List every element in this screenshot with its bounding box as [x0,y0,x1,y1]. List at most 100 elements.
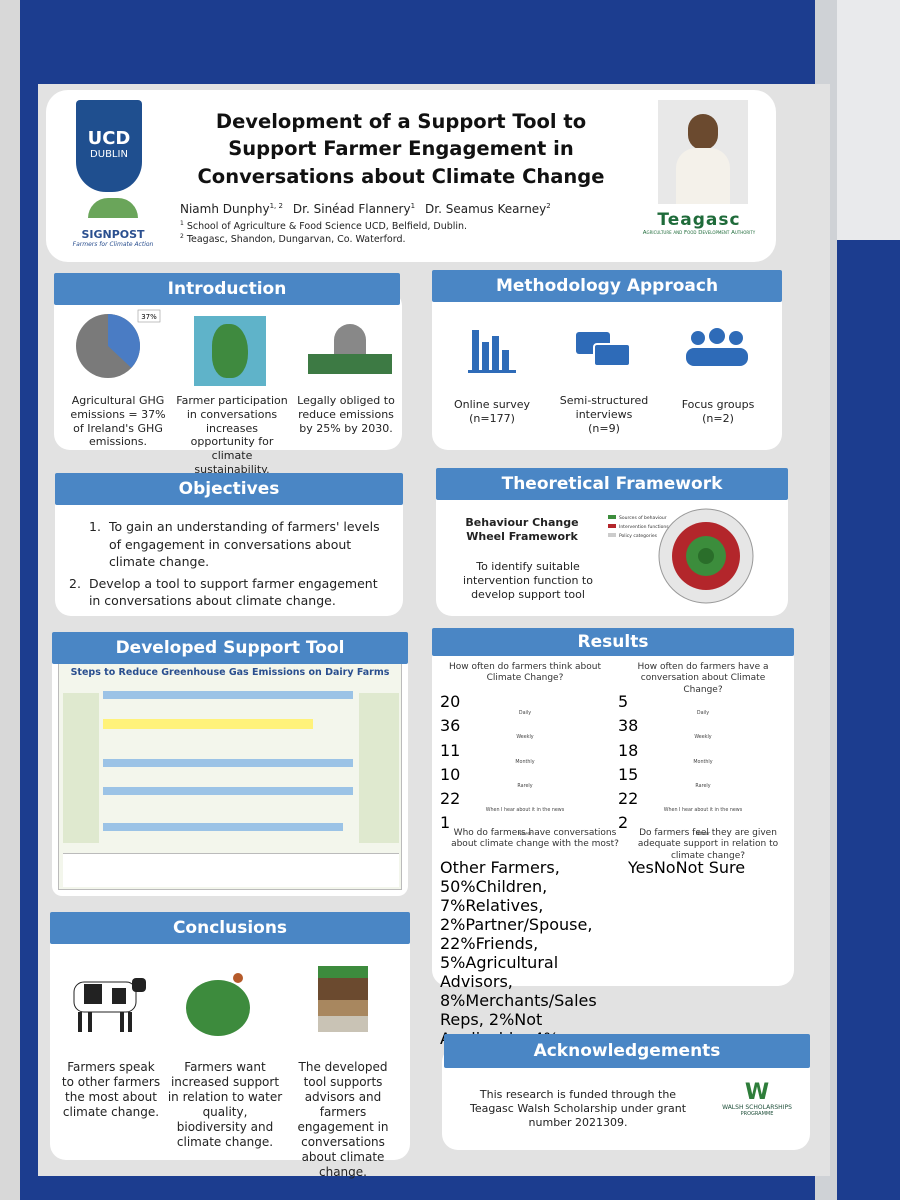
section-heading: Results [432,628,794,656]
framework-box: Behaviour Change Wheel Framework To iden… [436,484,788,616]
chart: YesNoNot Sure [628,858,745,877]
soil-layer [318,966,368,978]
x-label-wrap: Monthly [618,760,788,765]
author-photo [658,100,748,204]
x-tick-label: When I hear about it in the news [663,808,743,814]
author-name: Niamh Dunphy [180,202,270,216]
author-name: Dr. Sinéad Flannery [292,202,411,216]
chart: 20 Daily 36 Weekly 11 Monthly 10 Rarely 22 When I… [440,692,610,838]
method-name: Online survey [454,398,530,411]
x-label-wrap: Rarely [440,784,610,789]
intro-text: Agricultural GHG emissions = 37% of Irel… [70,394,166,449]
figure-row [103,719,313,729]
author-affiliation: 2 [546,202,551,210]
slice-label: Partner/Spouse, 22% [440,915,593,953]
legend-item: Intervention functions [608,523,688,532]
data-label: 36 [440,716,461,736]
method-label: Online survey (n=177) [442,398,542,426]
frame-left [0,0,20,1200]
affiliation-number: 1 [180,220,184,227]
x-label-wrap: Monthly [440,760,610,765]
x-label-wrap: Never [440,832,610,837]
cow-icon [73,978,146,1032]
slice-label: Agricultural Advisors, 8% [440,953,559,1010]
x-tick-label: Never [517,832,533,838]
data-label: 10 [440,764,461,784]
icon-head [691,331,705,345]
section-heading: Developed Support Tool [52,632,408,664]
x-tick-label: Rarely [695,783,711,789]
x-tick-label: When I hear about it in the news [485,808,565,814]
ucd-logo: UCD DUBLIN [76,100,142,192]
logo-text: DUBLIN [90,149,128,160]
logo-text: Teagasc [657,210,741,230]
icon-head [709,328,725,344]
icon-head [729,331,743,345]
category-label: No [653,858,676,877]
objective-number: 2. [69,575,81,591]
x-tick-label: Never [695,832,711,838]
wheel-core [698,548,714,564]
author: Niamh Dunphy1, 2 [180,202,283,216]
tool-box: Steps to Reduce Greenhouse Gas Emissions… [52,648,408,896]
intro-text: Legally obliged to reduce emissions by 2… [297,394,395,435]
x-label-wrap: Daily [440,711,610,716]
pie-value-label: 37% [141,313,157,321]
logo-text: UCD [87,128,131,149]
slice-label: Other Farmers, 50% [440,858,560,896]
acknowledgement-text: This research is funded through the Teag… [469,1088,687,1129]
chart-panel: Do farmers feel they are given adequate … [628,828,788,984]
data-label: 11 [440,740,461,760]
interview-icon [576,332,631,367]
slice-label: Relatives, 2% [440,896,544,934]
section-heading: Theoretical Framework [436,468,788,500]
teagasc-logo: Teagasc Agriculture and Food Development… [634,210,764,254]
x-label-wrap: When I hear about it in the news [440,808,610,813]
x-label-wrap: Never [618,832,788,837]
x-tick-label: Daily [696,711,710,716]
chart-title: How often do farmers have a conversation… [637,662,769,695]
figure-column [359,693,399,843]
results-box: How often do farmers think about Climate… [432,642,794,1048]
objectives-list: 1. To gain an understanding of farmers' l… [69,518,389,610]
intro-pie: 37% [76,309,161,378]
method-count: (n=2) [702,411,734,425]
logo-text: Agriculture and Food Development Authori… [642,230,756,236]
ireland-map [194,316,266,386]
chart-title: Do farmers feel they are given adequate … [637,828,779,861]
author-affiliation: 1, 2 [269,202,283,210]
affiliation-number: 2 [180,233,184,241]
method-count: (n=177) [469,411,515,425]
method-label: Semi-structured interviews (n=9) [554,394,654,435]
chart-panel: Who do farmers have conversations about … [440,828,630,1048]
logo-text: SIGNPOST [81,228,145,241]
building [308,354,392,374]
chart-panel: How often do farmers have a conversation… [618,662,788,837]
method-label: Focus groups (n=2) [668,398,768,426]
chart-title: Who do farmers have conversations about … [451,828,619,850]
introduction-box: 37% Agricultural GHG emissions = 37% of … [54,290,402,476]
figure-row [103,787,353,795]
x-label-wrap: Weekly [618,735,788,740]
data-label: 1 [440,813,451,833]
dome [334,324,366,356]
x-tick-label: Daily [518,711,532,716]
conclusion-text: Farmers want increased support in relati… [167,1060,283,1149]
map-shape [212,324,248,378]
icon-bar [482,342,489,370]
cow-spots [84,984,126,1004]
figure-column [63,693,99,843]
data-label: 20 [440,692,461,711]
data-label: 2 [618,813,629,833]
figure-row [103,823,343,831]
poster-title: Development of a Support Tool to Support… [197,110,605,188]
x-tick-label: Weekly [694,735,712,741]
method-name: Semi-structured interviews [559,394,649,421]
section-heading: Introduction [54,273,400,305]
logo-mark: W [744,1080,770,1105]
x-label-wrap: When I hear about it in the news [618,808,788,813]
photo-hair [688,114,718,150]
photo-body [676,148,730,204]
legend-label: Policy categories [619,534,657,539]
soil-icon [318,966,368,1032]
